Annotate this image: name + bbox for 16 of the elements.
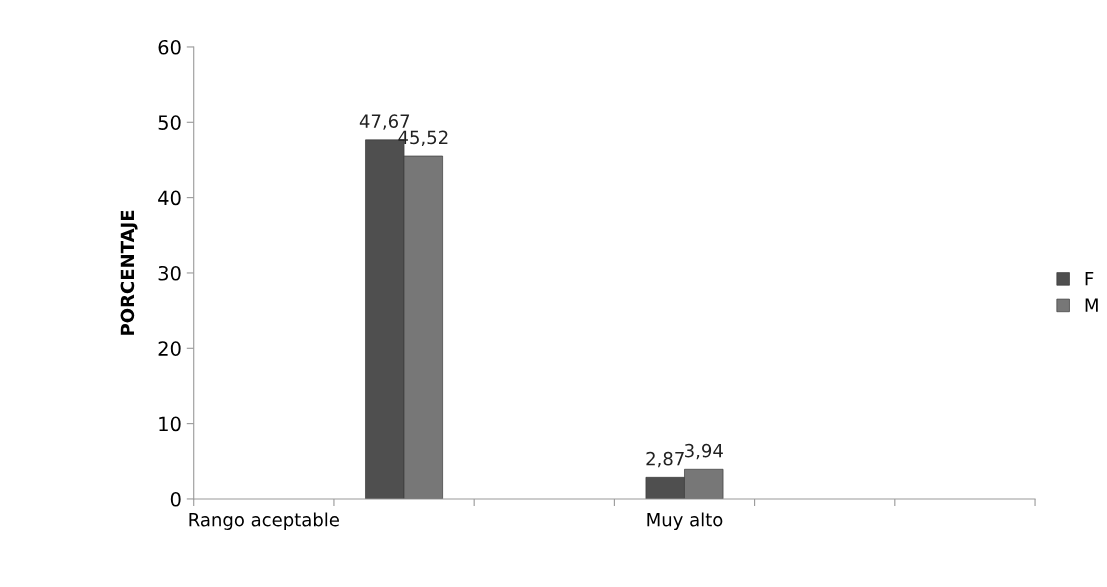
y-tick-label: 50 (158, 115, 181, 130)
y-tick-label: 10 (159, 416, 181, 432)
y-tick-label: 20 (158, 341, 181, 356)
legend-label: M (1085, 298, 1098, 312)
data-label: 47,67 (359, 114, 410, 130)
x-tick-label: Rango aceptable (189, 512, 339, 530)
legend-label: F (1085, 272, 1094, 286)
data-label: 2,87 (646, 451, 684, 468)
y-axis-title: PORCENTAJE (120, 210, 138, 335)
y-tick-label: 60 (158, 39, 181, 55)
y-tick-label: 40 (158, 190, 181, 206)
data-label: 45,52 (398, 130, 448, 147)
y-tick-label: 0 (170, 491, 181, 507)
x-tick-label: Muy alto (647, 512, 723, 530)
data-label: 3,94 (685, 443, 723, 460)
y-tick-label: 30 (158, 265, 181, 281)
